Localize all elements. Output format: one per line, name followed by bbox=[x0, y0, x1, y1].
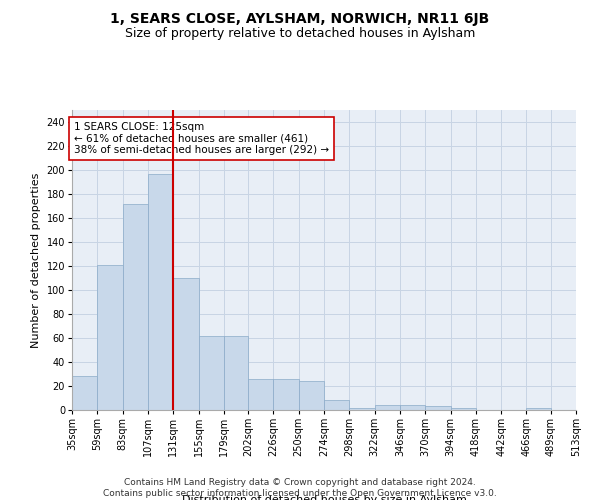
Text: 1 SEARS CLOSE: 125sqm
← 61% of detached houses are smaller (461)
38% of semi-det: 1 SEARS CLOSE: 125sqm ← 61% of detached … bbox=[74, 122, 329, 155]
Bar bbox=[148, 174, 173, 410]
Bar bbox=[349, 408, 374, 410]
Y-axis label: Number of detached properties: Number of detached properties bbox=[31, 172, 41, 348]
Bar bbox=[526, 408, 551, 410]
X-axis label: Distribution of detached houses by size in Aylsham: Distribution of detached houses by size … bbox=[182, 495, 466, 500]
Bar bbox=[173, 278, 199, 410]
Bar bbox=[374, 405, 400, 410]
Bar bbox=[324, 400, 349, 410]
Bar bbox=[199, 336, 224, 410]
Bar bbox=[97, 265, 122, 410]
Bar bbox=[451, 408, 476, 410]
Bar bbox=[400, 405, 425, 410]
Text: 1, SEARS CLOSE, AYLSHAM, NORWICH, NR11 6JB: 1, SEARS CLOSE, AYLSHAM, NORWICH, NR11 6… bbox=[110, 12, 490, 26]
Bar bbox=[299, 381, 324, 410]
Text: Contains HM Land Registry data © Crown copyright and database right 2024.
Contai: Contains HM Land Registry data © Crown c… bbox=[103, 478, 497, 498]
Bar bbox=[122, 204, 148, 410]
Text: Size of property relative to detached houses in Aylsham: Size of property relative to detached ho… bbox=[125, 28, 475, 40]
Bar bbox=[425, 406, 451, 410]
Bar bbox=[224, 336, 248, 410]
Bar bbox=[248, 379, 274, 410]
Bar bbox=[274, 379, 299, 410]
Bar bbox=[72, 376, 97, 410]
